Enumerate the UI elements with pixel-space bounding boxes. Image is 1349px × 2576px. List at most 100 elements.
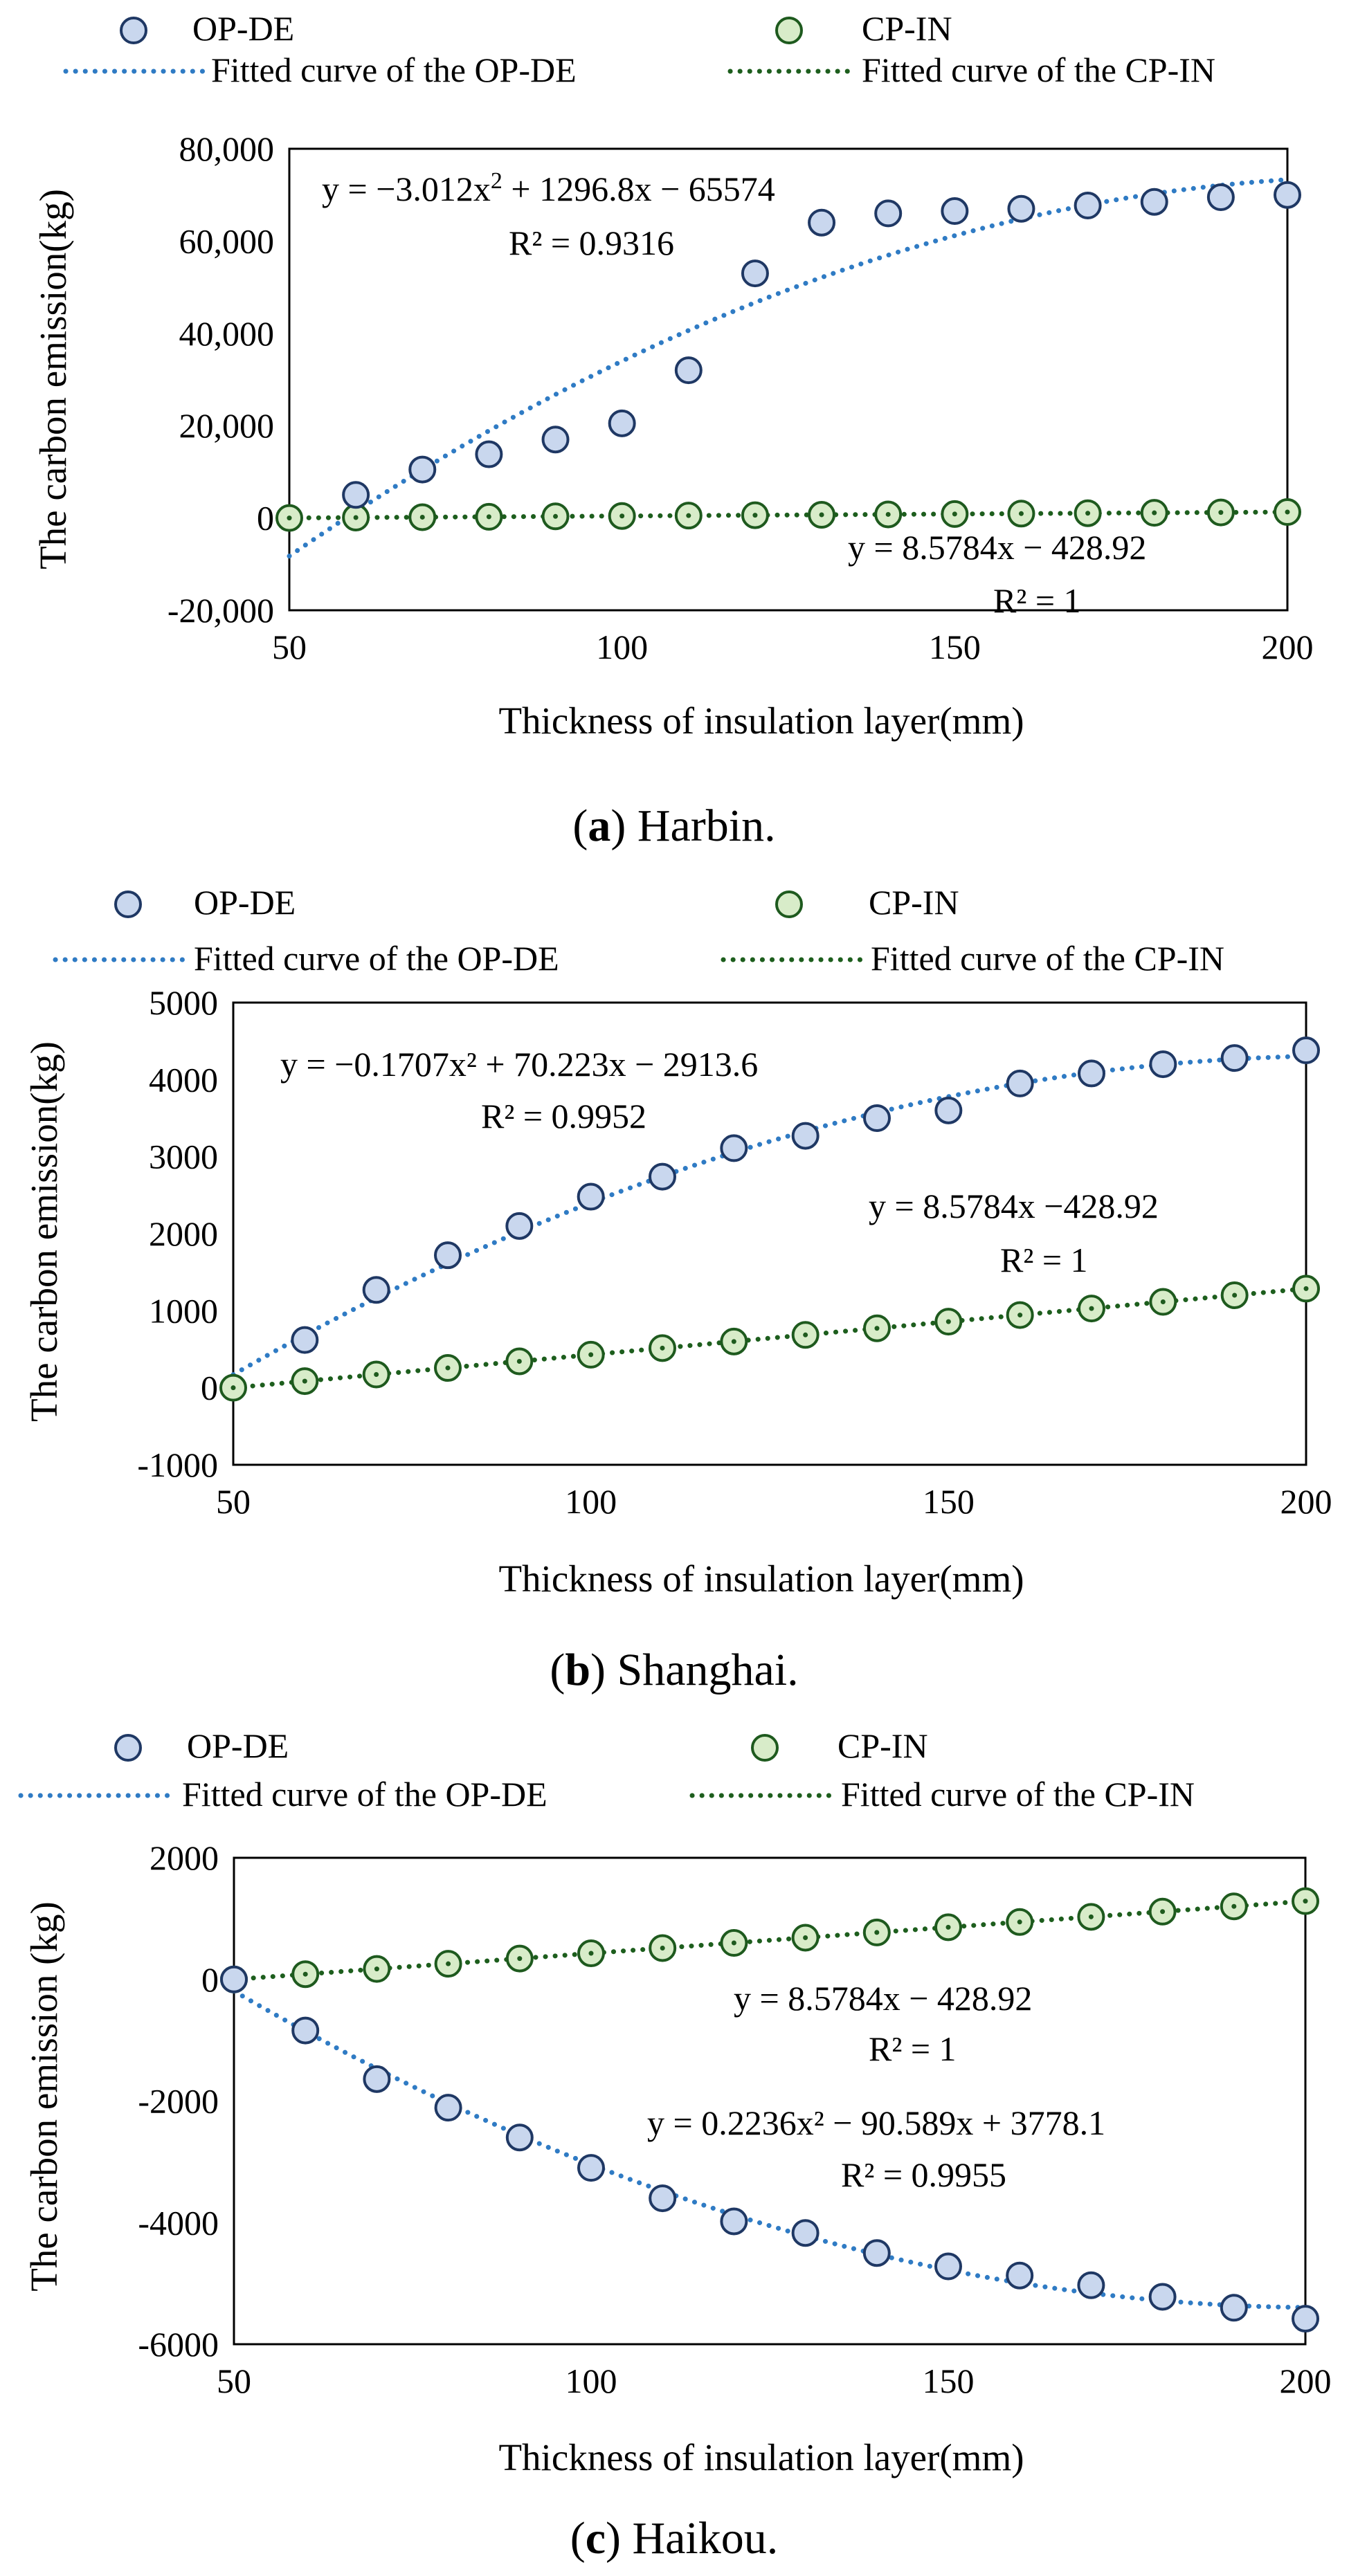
- op-de-point: [1078, 1059, 1105, 1088]
- legend-op-de-label: OP-DE: [192, 9, 294, 48]
- panel-caption: (a) Harbin.: [572, 801, 775, 851]
- legend-cp-in-marker-ring: [751, 1734, 779, 1762]
- plot-frame: [232, 1001, 1307, 1466]
- op-de-point-ring: [1074, 192, 1102, 220]
- legend-op-de-marker: [114, 890, 142, 918]
- op-de-point: [1007, 194, 1035, 223]
- cp-in-point-dot: [1160, 1299, 1166, 1305]
- cp-in-point-dot: [1303, 1286, 1309, 1291]
- chart-panel-a: -20,000 0 20,000 40,000 60,000 80,000 50 100 150…: [32, 9, 1314, 851]
- cp-in-point-dot: [446, 1961, 451, 1966]
- cp-in-point-dot: [660, 1945, 665, 1951]
- legend-op-de-label: OP-DE: [187, 1726, 289, 1765]
- cp-in-point-dot: [353, 515, 359, 520]
- cp-in-point-dot: [731, 1339, 736, 1344]
- op-de-point-ring: [934, 2252, 962, 2281]
- op-de-point-ring: [720, 2207, 748, 2236]
- op-de-point: [475, 440, 503, 468]
- cp-in-point: [934, 1913, 962, 1942]
- op-de-point-ring: [1140, 188, 1168, 216]
- op-de-point: [1206, 183, 1235, 212]
- legend-cp-in-fit-label: Fitted curve of the CP-IN: [871, 939, 1224, 978]
- op-de-point-ring: [720, 1134, 748, 1162]
- legend-cp-in-fit-label: Fitted curve of the CP-IN: [841, 1775, 1195, 1814]
- cp-in-point-dot: [752, 513, 758, 518]
- fit-annotation-op-r2: R² = 0.9316: [509, 223, 674, 262]
- op-de-point-ring: [1006, 2261, 1034, 2290]
- cp-in-point-dot: [1152, 510, 1157, 515]
- x-tick-label: 200: [1262, 628, 1314, 666]
- cp-in-point-dot: [1017, 1313, 1023, 1318]
- op-de-point-ring: [577, 1182, 605, 1211]
- op-de-point-ring: [577, 2154, 605, 2182]
- op-de-point-ring: [791, 2219, 820, 2247]
- op-de-point: [363, 2065, 391, 2093]
- cp-in-point-dot: [660, 1345, 665, 1351]
- legend-op-de-marker-ring: [114, 1734, 142, 1762]
- cp-in-point-dot: [1160, 1909, 1166, 1915]
- chart-panel-c: -6000 -4000 -2000 0 2000 50 100 150 200 Thickness…: [18, 1726, 1332, 2564]
- cp-in-point: [577, 1340, 605, 1369]
- x-tick-label: 150: [923, 2362, 975, 2400]
- cp-in-point-dot: [686, 513, 691, 518]
- cp-in-point-dot: [374, 1372, 379, 1378]
- fit-annotation-op-eq: y = −3.012x2 + 1296.8x − 65574: [322, 168, 775, 208]
- legend-cp-in-marker: [775, 890, 803, 918]
- cp-in-point: [1077, 1903, 1105, 1931]
- cp-in-point-dot: [619, 513, 625, 519]
- cp-in-point-dot: [945, 1319, 951, 1324]
- x-axis-title: Thickness of insulation layer(mm): [498, 2436, 1024, 2478]
- x-tick-label: 200: [1280, 2362, 1332, 2400]
- op-de-point-ring: [434, 1241, 462, 1270]
- x-tick-label: 150: [929, 628, 981, 666]
- cp-in-point: [941, 500, 969, 528]
- y-tick-label: 4000: [149, 1060, 218, 1099]
- cp-in-point-dot: [553, 513, 559, 519]
- op-de-point-ring: [408, 455, 437, 484]
- cp-in-point: [649, 1934, 677, 1962]
- cp-in-point-dot: [517, 1956, 523, 1962]
- op-de-point: [649, 1162, 676, 1191]
- x-axis-title: Thickness of insulation layer(mm): [498, 700, 1024, 742]
- op-de-point: [1074, 192, 1102, 220]
- cp-in-point: [741, 501, 769, 529]
- op-de-point: [863, 1104, 891, 1132]
- op-de-point-ring: [1006, 1069, 1034, 1097]
- op-de-point-ring: [1078, 1059, 1105, 1088]
- cp-in-point: [291, 1960, 320, 1989]
- op-de-point: [220, 1965, 248, 1993]
- op-de-point-ring: [862, 2239, 891, 2267]
- cp-in-point: [1292, 1887, 1319, 1915]
- fit-annotation-cp-eq: y = 8.5784x − 428.92: [848, 528, 1146, 567]
- op-de-point-ring: [1206, 183, 1235, 212]
- legend-cp-in-marker: [775, 17, 803, 44]
- op-de-point: [1006, 2261, 1034, 2290]
- cp-in-point: [1206, 498, 1235, 527]
- cp-in-point: [808, 501, 836, 529]
- op-de-point-ring: [541, 426, 570, 454]
- op-de-point: [1274, 181, 1301, 209]
- y-tick-label: -1000: [137, 1445, 218, 1484]
- cp-in-point: [608, 502, 636, 530]
- op-de-point-ring: [291, 1326, 319, 1354]
- y-axis-title: The carbon emission (kg): [23, 1901, 65, 2292]
- cp-in-point-dot: [419, 514, 425, 520]
- op-de-point: [1149, 1050, 1177, 1079]
- fit-annotation-cp-r2: R² = 1: [1000, 1241, 1088, 1279]
- op-de-point: [941, 197, 969, 226]
- op-de-point-ring: [1220, 2294, 1248, 2322]
- y-tick-label: 80,000: [179, 129, 275, 168]
- op-de-point: [1220, 1044, 1249, 1072]
- op-de-point: [608, 409, 636, 437]
- op-de-point: [505, 1212, 534, 1240]
- op-de-point-ring: [1148, 2283, 1177, 2311]
- op-de-point-ring: [505, 2123, 534, 2152]
- legend: OP-DE CP-IN Fitted curve of the OP-DE Fitte…: [63, 9, 1215, 89]
- cp-in-point: [1274, 498, 1301, 527]
- cp-in-point-dot: [952, 511, 957, 517]
- y-tick-label: -6000: [138, 2325, 219, 2364]
- cp-in-point-dot: [1218, 510, 1224, 515]
- op-de-point: [934, 2252, 962, 2281]
- op-de-point: [791, 2219, 820, 2247]
